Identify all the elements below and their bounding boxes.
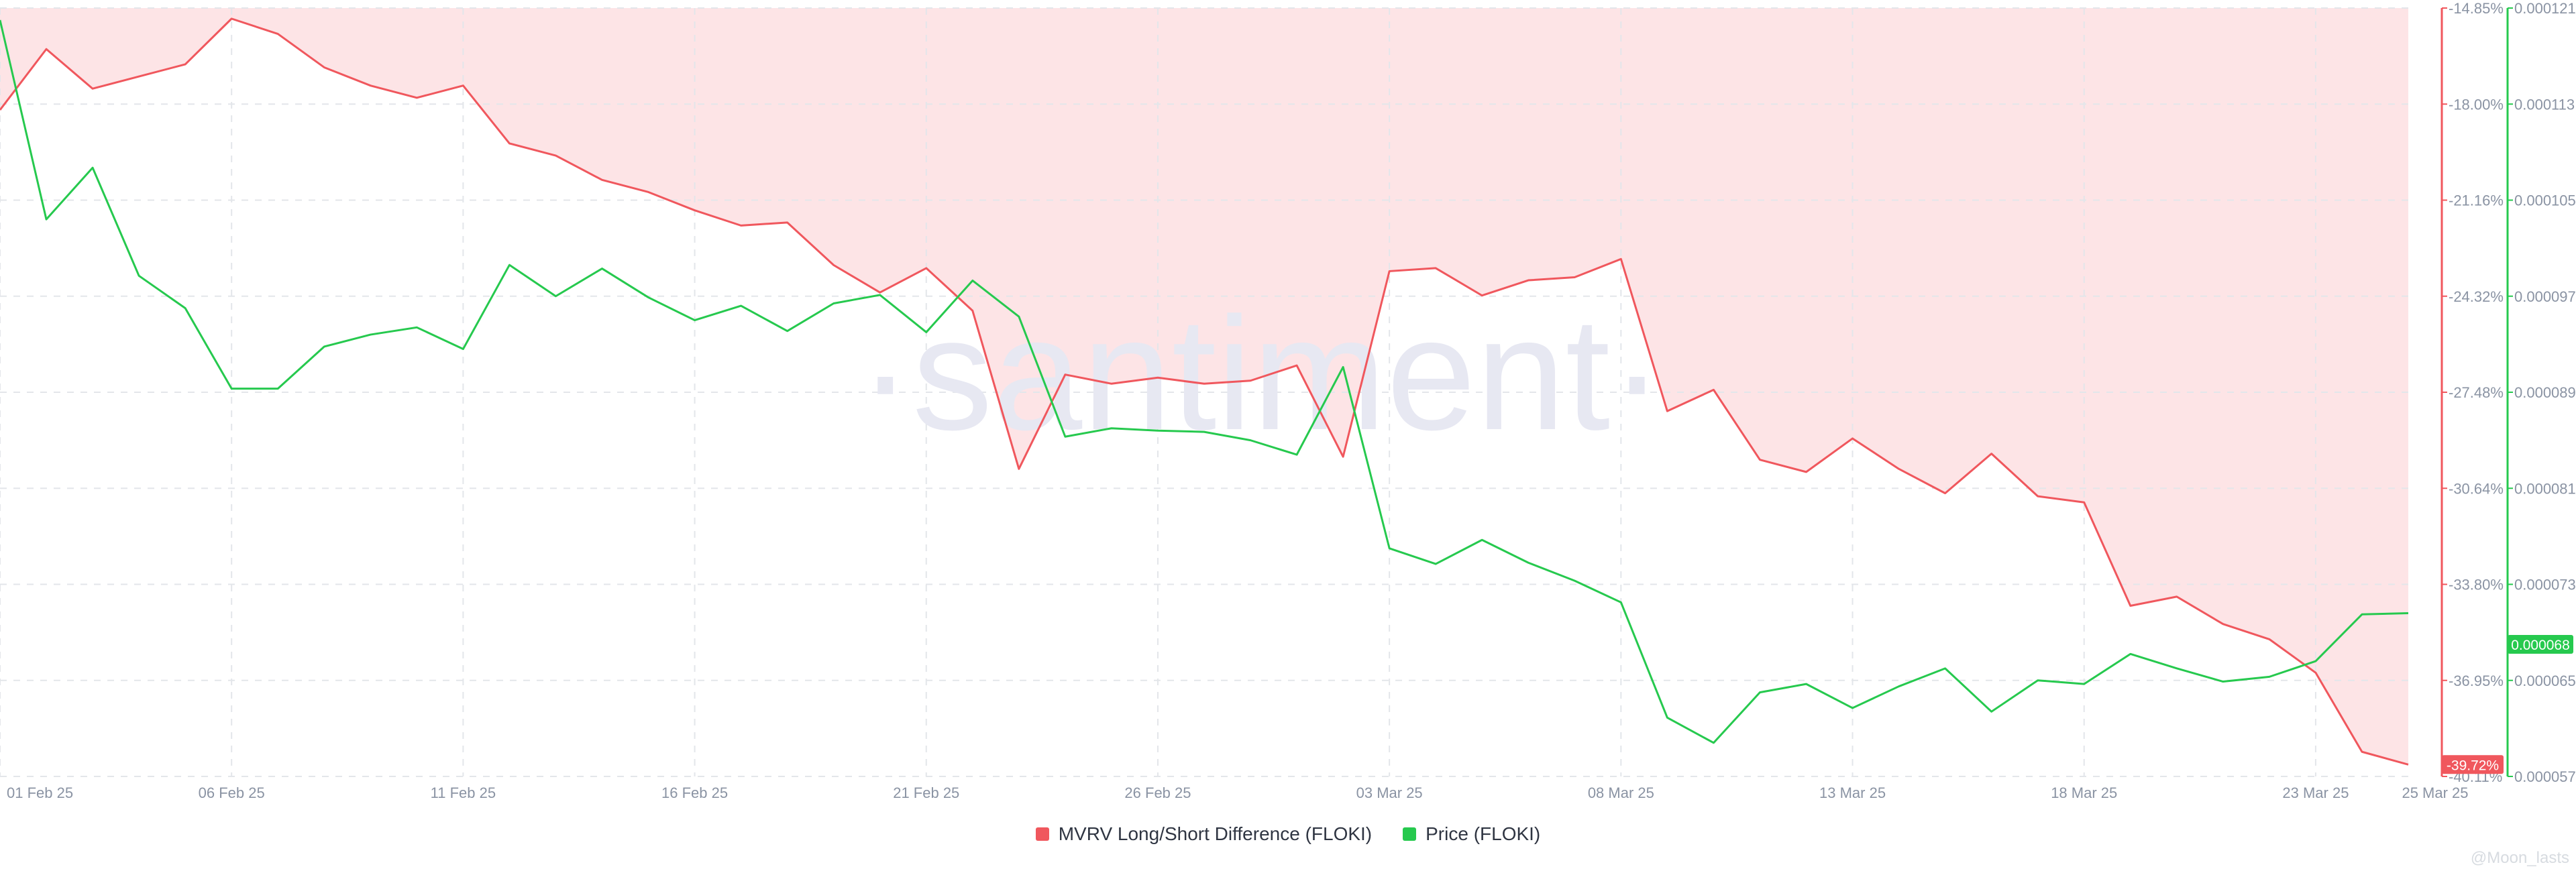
x-tick-label: 16 Feb 25 bbox=[661, 784, 728, 801]
left-axis-tick-label: -33.80% bbox=[2449, 577, 2504, 593]
left-axis-tick-label: -36.95% bbox=[2449, 673, 2504, 689]
mvrv-series-line bbox=[0, 17, 2409, 766]
right-axis-tick-label: 0.000057 bbox=[2514, 768, 2576, 785]
x-tick-label: 08 Mar 25 bbox=[1588, 784, 1654, 801]
right-axis-tick-label: 0.000121 bbox=[2514, 0, 2576, 17]
mvrv-area-fill bbox=[0, 8, 2408, 765]
x-tick-label: 11 Feb 25 bbox=[431, 784, 496, 801]
x-tick-label: 13 Mar 25 bbox=[1819, 784, 1886, 801]
legend-label-price: Price (FLOKI) bbox=[1426, 823, 1541, 844]
right-axis-tick-label: 0.000065 bbox=[2514, 673, 2576, 689]
x-tick-label: 23 Mar 25 bbox=[2282, 784, 2349, 801]
right-axis-tick-label: 0.000113 bbox=[2514, 96, 2575, 113]
right-axis-tick-label: 0.000081 bbox=[2514, 480, 2576, 497]
legend-label-mvrv: MVRV Long/Short Difference (FLOKI) bbox=[1058, 823, 1373, 844]
right-axis-tick-label: 0.000097 bbox=[2514, 288, 2576, 305]
x-tick-label: 26 Feb 25 bbox=[1124, 784, 1191, 801]
x-tick-label: 18 Mar 25 bbox=[2051, 784, 2117, 801]
price-series-line bbox=[0, 19, 2409, 744]
legend-swatch-mvrv bbox=[1035, 827, 1049, 841]
left-axis-tick-label: -30.64% bbox=[2449, 480, 2504, 497]
chart-legend: MVRV Long/Short Difference (FLOKI) Price… bbox=[0, 823, 2576, 845]
x-tick-label: 03 Mar 25 bbox=[1356, 784, 1423, 801]
mvrv-current-badge bbox=[2442, 755, 2504, 774]
right-axis-tick-label: 0.000073 bbox=[2514, 577, 2576, 593]
x-tick-label: 21 Feb 25 bbox=[893, 784, 959, 801]
price-current-label: 0.000068 bbox=[2511, 638, 2570, 653]
legend-swatch-price bbox=[1403, 827, 1417, 841]
santiment-watermark: ·santiment· bbox=[859, 284, 1664, 463]
x-tick-label: 06 Feb 25 bbox=[199, 784, 265, 801]
right-axis-tick-label: 0.000089 bbox=[2514, 384, 2576, 401]
price-current-badge bbox=[2508, 635, 2573, 654]
left-axis-tick-label: -24.32% bbox=[2449, 288, 2504, 305]
left-axis-tick-label: -18.00% bbox=[2449, 96, 2504, 113]
right-axis-tick-label: 0.000105 bbox=[2514, 192, 2576, 209]
mvrv-current-label: -39.72% bbox=[2447, 758, 2499, 773]
credit-watermark: @Moon_lasts bbox=[2470, 849, 2569, 867]
left-axis-tick-label: -21.16% bbox=[2449, 192, 2504, 209]
x-tick-label: 01 Feb 25 bbox=[7, 784, 73, 801]
left-axis-tick-label: -27.48% bbox=[2449, 384, 2504, 401]
legend-item-price[interactable]: Price (FLOKI) bbox=[1403, 823, 1540, 845]
left-axis-tick-label: -14.85% bbox=[2449, 0, 2504, 17]
x-tick-label: 25 Mar 25 bbox=[2402, 784, 2468, 801]
legend-item-mvrv[interactable]: MVRV Long/Short Difference (FLOKI) bbox=[1035, 823, 1373, 845]
